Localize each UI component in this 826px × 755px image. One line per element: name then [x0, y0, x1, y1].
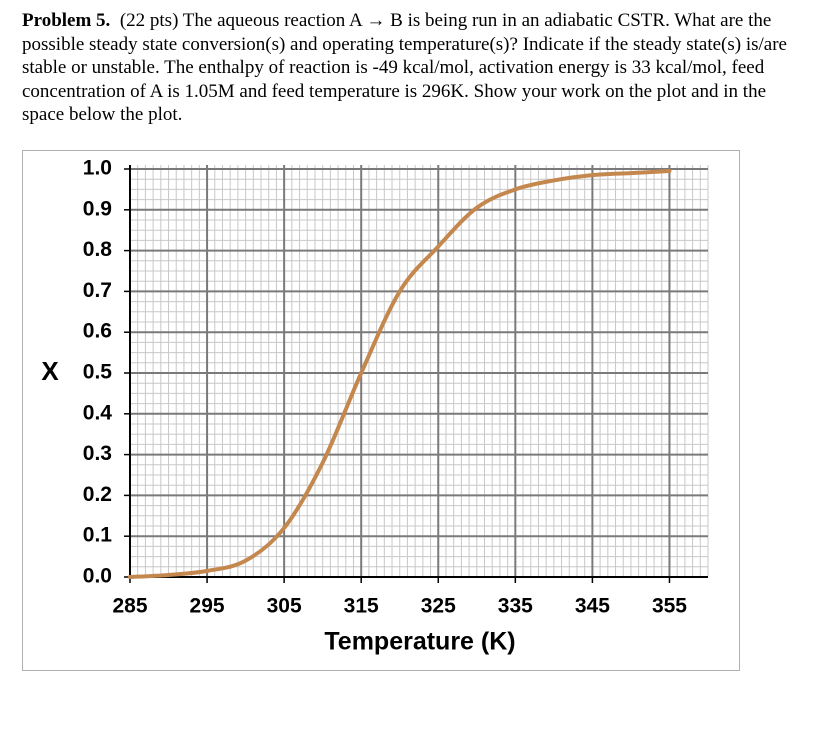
x-tick-label: 295	[190, 595, 225, 618]
x-tick-label: 305	[267, 595, 302, 618]
x-tick-label: 285	[112, 595, 147, 618]
y-tick-label: 0.5	[83, 361, 113, 384]
x-tick-label: 345	[575, 595, 610, 618]
y-axis-title: X	[41, 356, 59, 386]
problem-heading: Problem 5.	[22, 10, 111, 31]
chart-frame	[22, 150, 740, 671]
x-tick-label: 315	[344, 595, 379, 618]
y-tick-label: 0.6	[83, 320, 112, 343]
y-tick-label: 0.3	[83, 442, 112, 465]
y-tick-label: 0.2	[83, 483, 112, 506]
problem-body: (22 pts) The aqueous reaction A → B is b…	[22, 10, 787, 125]
x-tick-label: 355	[652, 595, 687, 618]
x-tick-label: 325	[421, 595, 456, 618]
x-axis-title: Temperature (K)	[324, 628, 515, 656]
y-tick-label: 0.9	[83, 197, 112, 220]
y-tick-label: 0.4	[83, 401, 113, 424]
y-tick-label: 1.0	[83, 157, 112, 180]
problem-text: Problem 5. (22 pts) The aqueous reaction…	[22, 9, 792, 127]
y-tick-label: 0.8	[83, 238, 113, 261]
x-tick-label: 335	[498, 595, 533, 618]
data-line	[128, 169, 672, 579]
y-tick-label: 0.0	[83, 565, 112, 588]
y-tick-label: 0.7	[83, 279, 112, 302]
y-tick-label: 0.1	[83, 524, 113, 547]
